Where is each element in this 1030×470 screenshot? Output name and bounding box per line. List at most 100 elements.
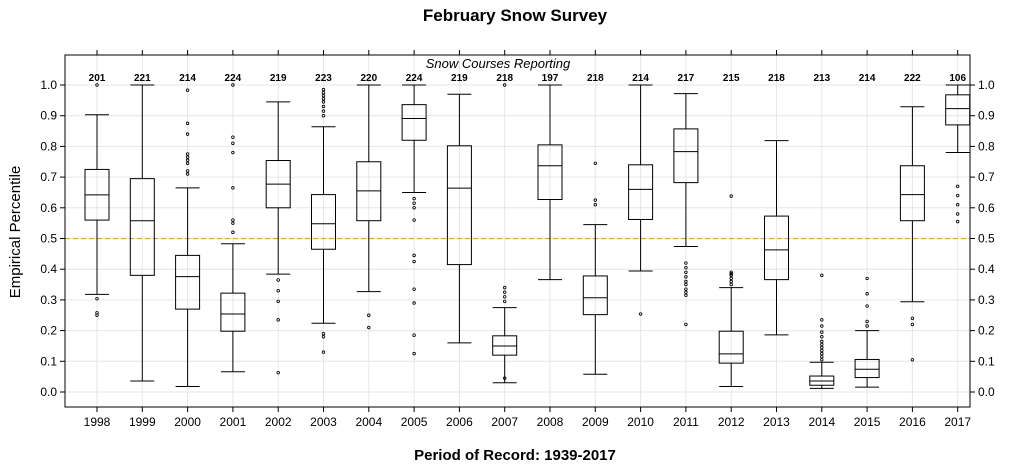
y-tick-label-left: 0.5	[40, 232, 57, 246]
y-tick-label-left: 0.0	[40, 385, 57, 399]
box-2008	[537, 84, 563, 281]
box-2013	[764, 140, 789, 336]
box-2009	[582, 161, 608, 375]
outlier-point	[910, 322, 915, 327]
y-tick-label-right: 0.6	[978, 201, 995, 215]
y-tick-label-left: 0.7	[40, 170, 57, 184]
y-tick-label-right: 0.7	[978, 170, 995, 184]
count-label: 214	[632, 73, 649, 84]
outlier-point	[865, 324, 869, 328]
outlier-point	[503, 295, 507, 299]
outlier-point	[503, 290, 507, 294]
outlier-point	[684, 270, 688, 274]
outlier-point	[684, 282, 688, 287]
y-axis-title: Empirical Percentile	[7, 166, 24, 299]
x-tick-label: 2009	[582, 415, 609, 429]
box-2014	[809, 273, 835, 389]
count-label: 222	[904, 73, 921, 84]
outlier-point	[503, 299, 507, 304]
y-tick-label-left: 0.9	[40, 109, 57, 123]
outlier-point	[231, 186, 235, 190]
box-iqr	[537, 144, 563, 201]
box-2011	[673, 93, 699, 327]
outlier-point	[231, 141, 235, 146]
box-iqr	[899, 165, 925, 222]
box-2002	[265, 101, 291, 375]
outlier-point	[185, 132, 190, 136]
outlier-point	[185, 121, 190, 126]
gridlines	[65, 55, 970, 407]
outlier-point	[412, 253, 416, 258]
x-tick-label: 2004	[355, 415, 382, 429]
box-2016	[899, 106, 925, 362]
count-label: 213	[813, 73, 830, 84]
y-tick-label-right: 0.3	[978, 293, 995, 307]
y-tick-label-right: 0.8	[978, 139, 995, 153]
count-label: 217	[678, 73, 695, 84]
box-1998	[84, 83, 110, 317]
outlier-point	[185, 161, 190, 165]
outlier-point	[684, 287, 688, 291]
axes-layer: 0.0 0.0 0.1 0.1 0.2 0.2 0.3 0.3 0.4 0.4 0.5 0.5 0.6 0…	[40, 50, 995, 429]
boxes-layer	[84, 83, 971, 389]
box-iqr	[854, 358, 880, 379]
outlier-point	[865, 304, 869, 308]
outlier-point	[185, 169, 190, 173]
box-2001	[220, 83, 246, 373]
box-2006	[446, 93, 472, 344]
box-2015	[854, 276, 880, 388]
outlier-point	[820, 345, 824, 350]
outlier-point	[185, 152, 190, 156]
outlier-point	[367, 325, 371, 330]
outlier-point	[865, 319, 869, 324]
box-2000	[175, 88, 201, 387]
outlier-point	[820, 330, 824, 334]
count-label: 218	[496, 73, 513, 84]
outlier-point	[729, 272, 733, 276]
y-tick-label-right: 0.5	[978, 232, 995, 246]
box-2003	[311, 87, 336, 354]
outlier-point	[321, 331, 326, 336]
outlier-point	[729, 273, 733, 278]
count-label: 218	[768, 73, 785, 84]
box-iqr	[582, 275, 608, 316]
outlier-point	[820, 354, 824, 359]
outlier-point	[684, 275, 688, 279]
outlier-point	[820, 351, 824, 356]
outlier-point	[95, 83, 99, 87]
outlier-point	[231, 135, 235, 139]
outlier-point	[820, 324, 824, 328]
count-label: 106	[949, 73, 966, 84]
y-tick-label-left: 0.4	[40, 262, 57, 276]
outlier-point	[185, 155, 190, 159]
outlier-point	[593, 161, 597, 165]
outlier-point	[231, 218, 235, 222]
outlier-point	[820, 273, 824, 278]
y-tick-label-left: 0.2	[40, 324, 57, 338]
outlier-point	[412, 333, 416, 337]
outlier-point	[729, 270, 733, 274]
outlier-point	[865, 276, 869, 281]
count-label: 218	[587, 73, 604, 84]
outlier-point	[412, 287, 416, 291]
x-tick-label: 2008	[537, 415, 564, 429]
box-iqr	[628, 164, 654, 220]
outlier-point	[276, 299, 280, 304]
count-label: 219	[451, 73, 468, 84]
x-tick-label: 2005	[401, 415, 428, 429]
outlier-point	[95, 313, 99, 317]
y-tick-label-left: 0.3	[40, 293, 57, 307]
outlier-point	[729, 279, 733, 284]
outlier-point	[503, 376, 507, 380]
x-tick-label: 2006	[446, 415, 473, 429]
box-iqr	[446, 145, 472, 266]
count-label: 219	[270, 73, 287, 84]
outlier-point	[820, 348, 824, 353]
outlier-point	[412, 218, 416, 222]
outlier-point	[865, 292, 869, 296]
outlier-point	[185, 172, 190, 176]
outlier-point	[231, 150, 235, 155]
box-iqr	[311, 194, 336, 250]
outlier-point	[684, 261, 688, 265]
x-tick-label: 2017	[944, 415, 971, 429]
